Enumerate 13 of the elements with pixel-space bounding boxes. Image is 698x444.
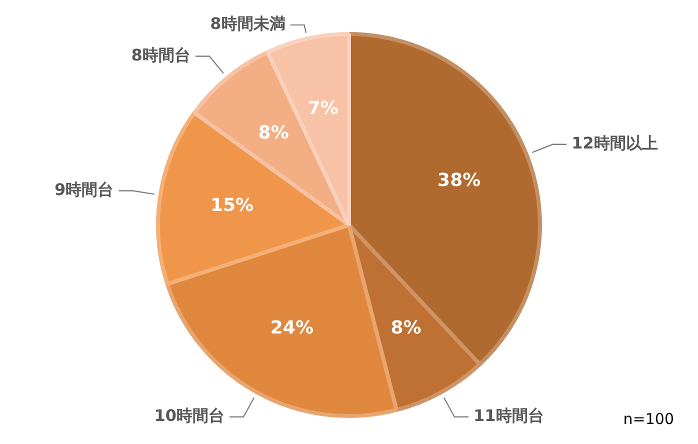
slice-label: 10時間台 — [154, 406, 224, 426]
data-label: 8% — [258, 122, 289, 144]
slice-label: 9時間台 — [54, 180, 114, 199]
slice-label: 8時間台 — [131, 45, 190, 64]
data-label: 38% — [438, 170, 481, 192]
data-label: 15% — [210, 195, 254, 216]
data-label: 7% — [308, 98, 338, 120]
data-label: 24% — [270, 317, 314, 338]
data-label: 8% — [390, 317, 422, 338]
slice-label: 12時間以上 — [572, 134, 658, 153]
text: n=100 — [623, 410, 674, 428]
slice-label: 8時間未満 — [210, 14, 286, 34]
slice-label: 11時間台 — [474, 406, 544, 426]
